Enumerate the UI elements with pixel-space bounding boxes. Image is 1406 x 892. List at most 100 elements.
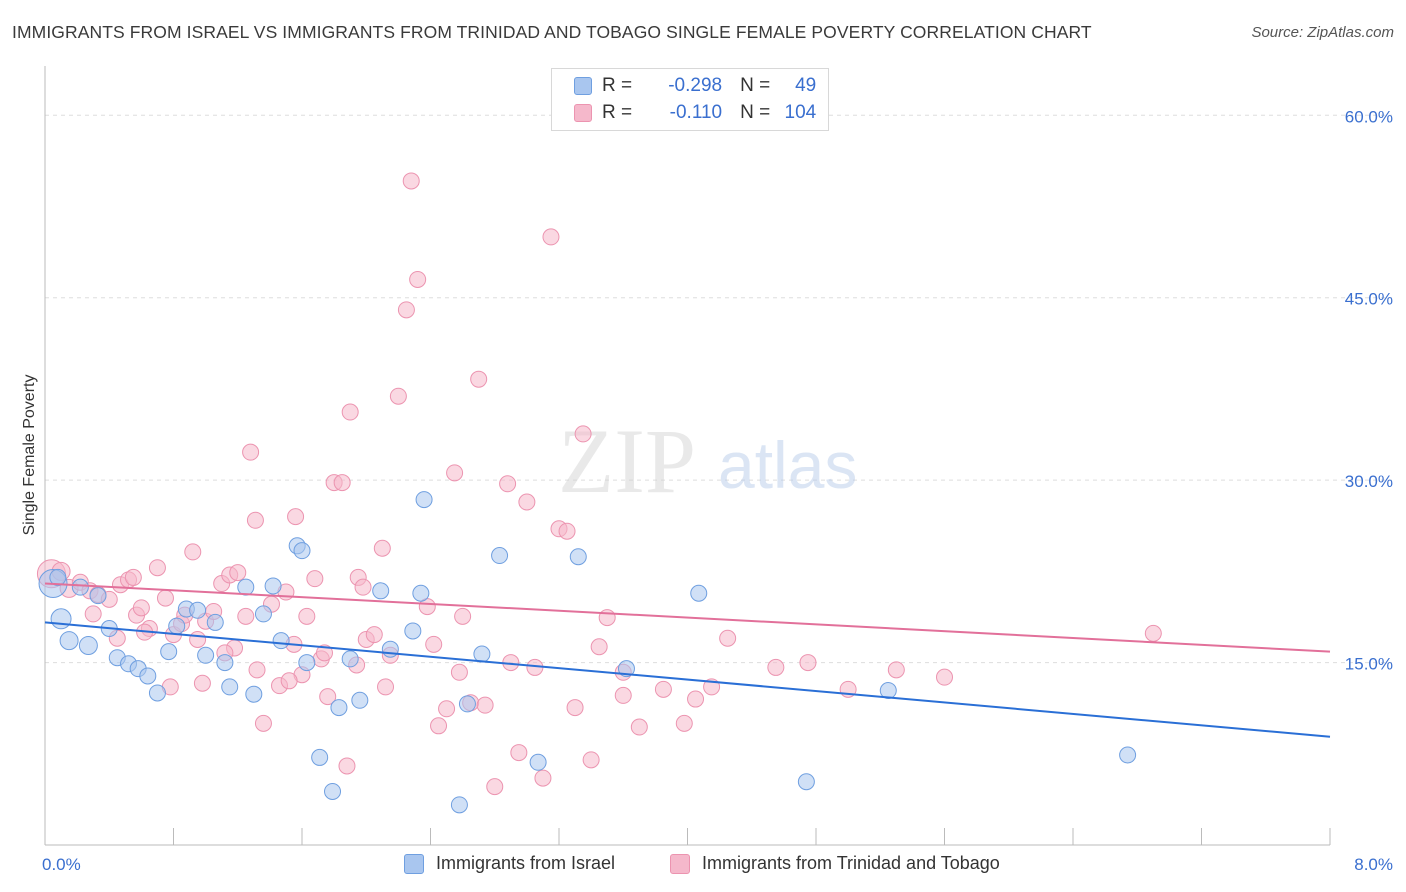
tt-point <box>354 578 372 596</box>
tt-point <box>450 663 468 681</box>
tt-point <box>373 539 391 557</box>
tt-point <box>887 661 905 679</box>
tt-point <box>84 605 102 623</box>
legend-n-label: N = <box>740 102 771 123</box>
tt-point <box>454 607 472 625</box>
israel-point <box>617 660 635 678</box>
israel-point <box>1119 746 1137 764</box>
tt-point <box>341 403 359 421</box>
israel-point <box>78 636 98 656</box>
tt-point <box>254 714 272 732</box>
source-label: Source: ZipAtlas.com <box>1251 24 1394 41</box>
tt-point <box>280 672 298 690</box>
bottom-legend-swatch-tt <box>670 853 690 874</box>
bottom-legend-tt: Immigrants from Trinidad and Tobago <box>670 853 1000 874</box>
israel-point <box>298 654 316 672</box>
israel-point <box>330 699 348 717</box>
israel-point <box>245 685 263 703</box>
axes <box>44 66 1331 846</box>
tt-point <box>397 301 415 319</box>
israel-point <box>491 547 509 565</box>
israel-point <box>412 584 430 602</box>
tt-point <box>425 635 443 653</box>
tt-point <box>430 717 448 735</box>
tt-point <box>476 696 494 714</box>
israel-trend-line <box>44 621 1331 738</box>
tt-point <box>499 475 517 493</box>
israel-point <box>351 691 369 709</box>
israel-point <box>221 678 239 696</box>
israel-point <box>168 617 186 635</box>
israel-point <box>569 548 587 566</box>
bottom-legend-swatch-israel <box>404 853 424 874</box>
israel-point <box>160 643 178 661</box>
israel-point <box>189 601 207 619</box>
legend-n-label: N = <box>740 75 771 96</box>
chart-title: IMMIGRANTS FROM ISRAEL VS IMMIGRANTS FRO… <box>12 22 1092 42</box>
tt-point <box>148 559 166 577</box>
israel-point <box>49 568 67 586</box>
israel-point <box>272 632 290 650</box>
legend-swatch-tt <box>574 104 592 122</box>
tt-point <box>687 690 705 708</box>
watermark-zip: ZIP <box>558 410 696 512</box>
tt-point <box>315 644 333 662</box>
watermark: ZIP atlas <box>558 410 857 512</box>
x-tick-label: 8.0% <box>1354 855 1393 874</box>
x-tick-label: 0.0% <box>42 855 81 874</box>
israel-point <box>50 608 72 630</box>
israel-point <box>59 631 79 651</box>
legend-r-label: R = <box>602 102 633 123</box>
tt-point <box>510 744 528 762</box>
israel-point <box>139 667 157 685</box>
y-tick-label: 45.0% <box>1345 290 1393 309</box>
israel-point <box>458 695 476 713</box>
israel-point <box>415 491 433 509</box>
bottom-legend-label-tt: Immigrants from Trinidad and Tobago <box>702 853 1000 873</box>
tt-point <box>229 564 247 582</box>
israel-point <box>216 654 234 672</box>
legend-r-label: R = <box>602 75 633 96</box>
tick-labels: 15.0% 30.0% 45.0% 60.0% 0.0% 8.0% <box>42 107 1393 874</box>
tt-point <box>799 654 817 672</box>
tt-point <box>132 599 150 617</box>
legend-row-israel: R = -0.298 N = 49 <box>574 74 816 98</box>
tt-point <box>936 668 953 686</box>
tt-point <box>719 629 737 647</box>
israel-point <box>311 748 329 766</box>
tt-point <box>377 678 395 696</box>
bottom-legend-label-israel: Immigrants from Israel <box>436 853 616 873</box>
israel-point <box>89 587 107 605</box>
tt-point <box>534 769 552 787</box>
tt-point <box>654 680 672 698</box>
tt-point <box>409 270 427 288</box>
israel-point <box>473 645 491 663</box>
israel-point <box>293 542 311 560</box>
bottom-legend-israel: Immigrants from Israel <box>404 853 615 874</box>
legend-swatch-israel <box>574 77 592 95</box>
israel-point <box>404 622 422 640</box>
israel-point <box>450 796 468 814</box>
tt-point <box>614 686 632 704</box>
tt-point <box>542 228 560 246</box>
tt-point <box>248 661 266 679</box>
tt-point <box>333 474 351 492</box>
y-axis-title: Single Female Poverty <box>21 375 38 536</box>
israel-point <box>372 582 390 600</box>
legend: R = -0.298 N = 49 R = -0.110 N = 104 <box>551 68 829 131</box>
tt-point <box>470 370 488 388</box>
tt-point <box>287 508 305 526</box>
tt-point <box>675 714 693 732</box>
tt-point <box>582 751 600 769</box>
tt-point <box>189 630 207 648</box>
watermark-atlas: atlas <box>718 428 857 502</box>
tt-point <box>574 425 592 443</box>
tt-point <box>338 757 356 775</box>
tt-point <box>446 464 464 482</box>
israel-point <box>206 613 224 631</box>
tt-point <box>319 688 337 706</box>
israel-point <box>529 753 547 771</box>
tt-point <box>598 609 616 627</box>
israel-point <box>264 577 282 595</box>
